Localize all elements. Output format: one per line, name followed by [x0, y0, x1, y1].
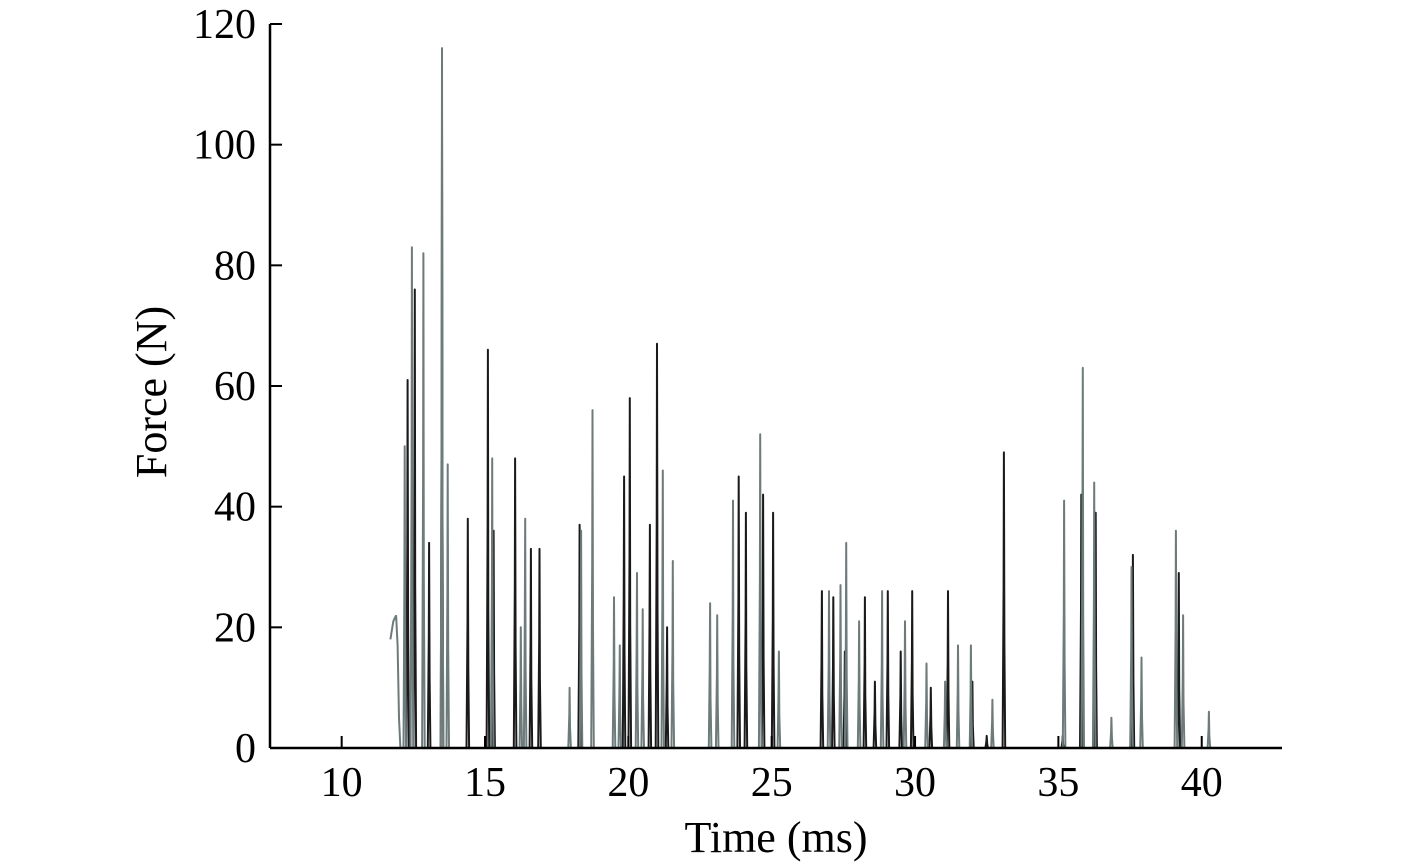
- ticks-layer: 10 15 20 25 30 35 40 0 20 40 60 80 100 120: [193, 2, 1223, 806]
- y-tick-label: 60: [214, 364, 256, 410]
- force-peak-dark-20: [819, 590, 825, 749]
- force-peak-gray-36: [1109, 716, 1114, 749]
- force-peak-gray-9: [578, 529, 584, 749]
- force-peak-dark-7: [512, 457, 518, 749]
- force-peak-gray-39: [1173, 529, 1179, 749]
- force-peak-gray-33: [1061, 499, 1067, 749]
- force-peak-gray-37: [1129, 566, 1134, 749]
- force-peak-dark-0: [405, 379, 410, 749]
- y-tick-label: 80: [214, 243, 256, 289]
- force-peak-gray-20: [757, 433, 763, 749]
- force-peak-gray-24: [843, 541, 849, 749]
- force-peak-dark-17: [743, 511, 749, 749]
- y-tick-label: 100: [193, 123, 256, 169]
- force-peak-gray-7: [522, 517, 528, 749]
- force-peak-dark-24: [872, 680, 878, 749]
- force-peak-gray-29: [942, 680, 948, 749]
- force-peak-dark-5: [485, 348, 491, 749]
- force-peak-gray-3: [439, 47, 445, 749]
- force-peak-dark-9: [537, 547, 542, 749]
- force-peak-dark-19: [770, 511, 776, 749]
- force-peak-gray-15: [660, 469, 665, 749]
- force-peak-gray-0: [402, 445, 407, 749]
- force-peak-gray-25: [856, 620, 862, 749]
- y-tick-label: 40: [214, 485, 256, 531]
- force-peak-gray-18: [714, 614, 720, 749]
- x-tick-label: 20: [607, 760, 649, 806]
- force-peak-dark-32: [1001, 451, 1007, 749]
- force-peak-gray-38: [1139, 656, 1144, 749]
- force-peak-dark-28: [928, 686, 934, 749]
- force-peak-dark-26: [898, 650, 903, 749]
- force-peak-gray-41: [1206, 710, 1212, 749]
- force-peak-gray-10: [590, 409, 595, 749]
- force-peak-gray-19: [730, 499, 736, 749]
- force-segment-0: [389, 614, 402, 749]
- x-tick-label: 10: [321, 760, 363, 806]
- force-peak-gray-28: [924, 662, 929, 749]
- force-peak-dark-2: [426, 541, 432, 749]
- force-peak-gray-22: [826, 590, 832, 749]
- force-peak-dark-4: [465, 517, 471, 749]
- force-peak-gray-12: [617, 644, 622, 749]
- force-peak-gray-8: [567, 686, 572, 749]
- force-peak-dark-23: [862, 596, 868, 749]
- force-peak-dark-37: [1176, 572, 1182, 749]
- x-tick-label: 25: [751, 760, 793, 806]
- y-tick-label: 0: [235, 726, 256, 772]
- force-peak-dark-16: [736, 475, 741, 749]
- y-axis-title: Force (N): [127, 306, 176, 478]
- force-peak-gray-2: [421, 252, 426, 749]
- force-peak-dark-13: [647, 523, 653, 749]
- force-peak-gray-6: [518, 626, 524, 749]
- force-peak-dark-15: [664, 626, 670, 749]
- force-peak-dark-11: [621, 475, 627, 749]
- force-peak-gray-23: [838, 584, 843, 749]
- x-axis-title: Time (ms): [685, 813, 868, 862]
- force-peak-dark-12: [627, 397, 633, 749]
- force-peak-gray-5: [489, 457, 495, 749]
- force-peak-dark-25: [885, 590, 891, 749]
- force-peak-gray-17: [707, 602, 713, 749]
- force-peak-gray-34: [1080, 366, 1085, 749]
- force-peak-dark-27: [909, 590, 915, 749]
- force-peak-dark-14: [654, 342, 660, 749]
- series-layer: [389, 47, 1212, 749]
- y-tick-label: 120: [193, 2, 256, 48]
- x-tick-label: 40: [1181, 760, 1223, 806]
- force-peak-dark-1: [412, 288, 418, 749]
- force-peak-gray-13: [634, 572, 640, 749]
- force-peak-dark-29: [945, 590, 951, 749]
- y-tick-label: 20: [214, 605, 256, 651]
- force-peak-dark-8: [528, 547, 534, 749]
- force-peak-gray-31: [968, 644, 974, 749]
- force-peak-gray-16: [670, 560, 676, 749]
- force-peak-gray-32: [990, 698, 995, 749]
- force-peak-gray-11: [611, 596, 617, 749]
- force-peak-dark-21: [831, 596, 836, 749]
- force-peak-gray-27: [902, 620, 908, 749]
- force-peak-gray-21: [776, 650, 782, 749]
- force-peak-gray-26: [879, 590, 885, 749]
- force-peak-gray-1: [409, 246, 415, 749]
- x-tick-label: 30: [894, 760, 936, 806]
- force-peak-gray-30: [955, 644, 961, 749]
- force-peak-gray-14: [640, 608, 645, 749]
- force-peak-gray-35: [1091, 481, 1097, 749]
- x-tick-label: 15: [464, 760, 506, 806]
- force-peak-dark-18: [760, 493, 766, 749]
- x-tick-label: 35: [1037, 760, 1079, 806]
- force-peak-gray-40: [1180, 614, 1186, 749]
- force-peak-gray-4: [445, 463, 450, 749]
- force-peak-dark-31: [984, 734, 989, 749]
